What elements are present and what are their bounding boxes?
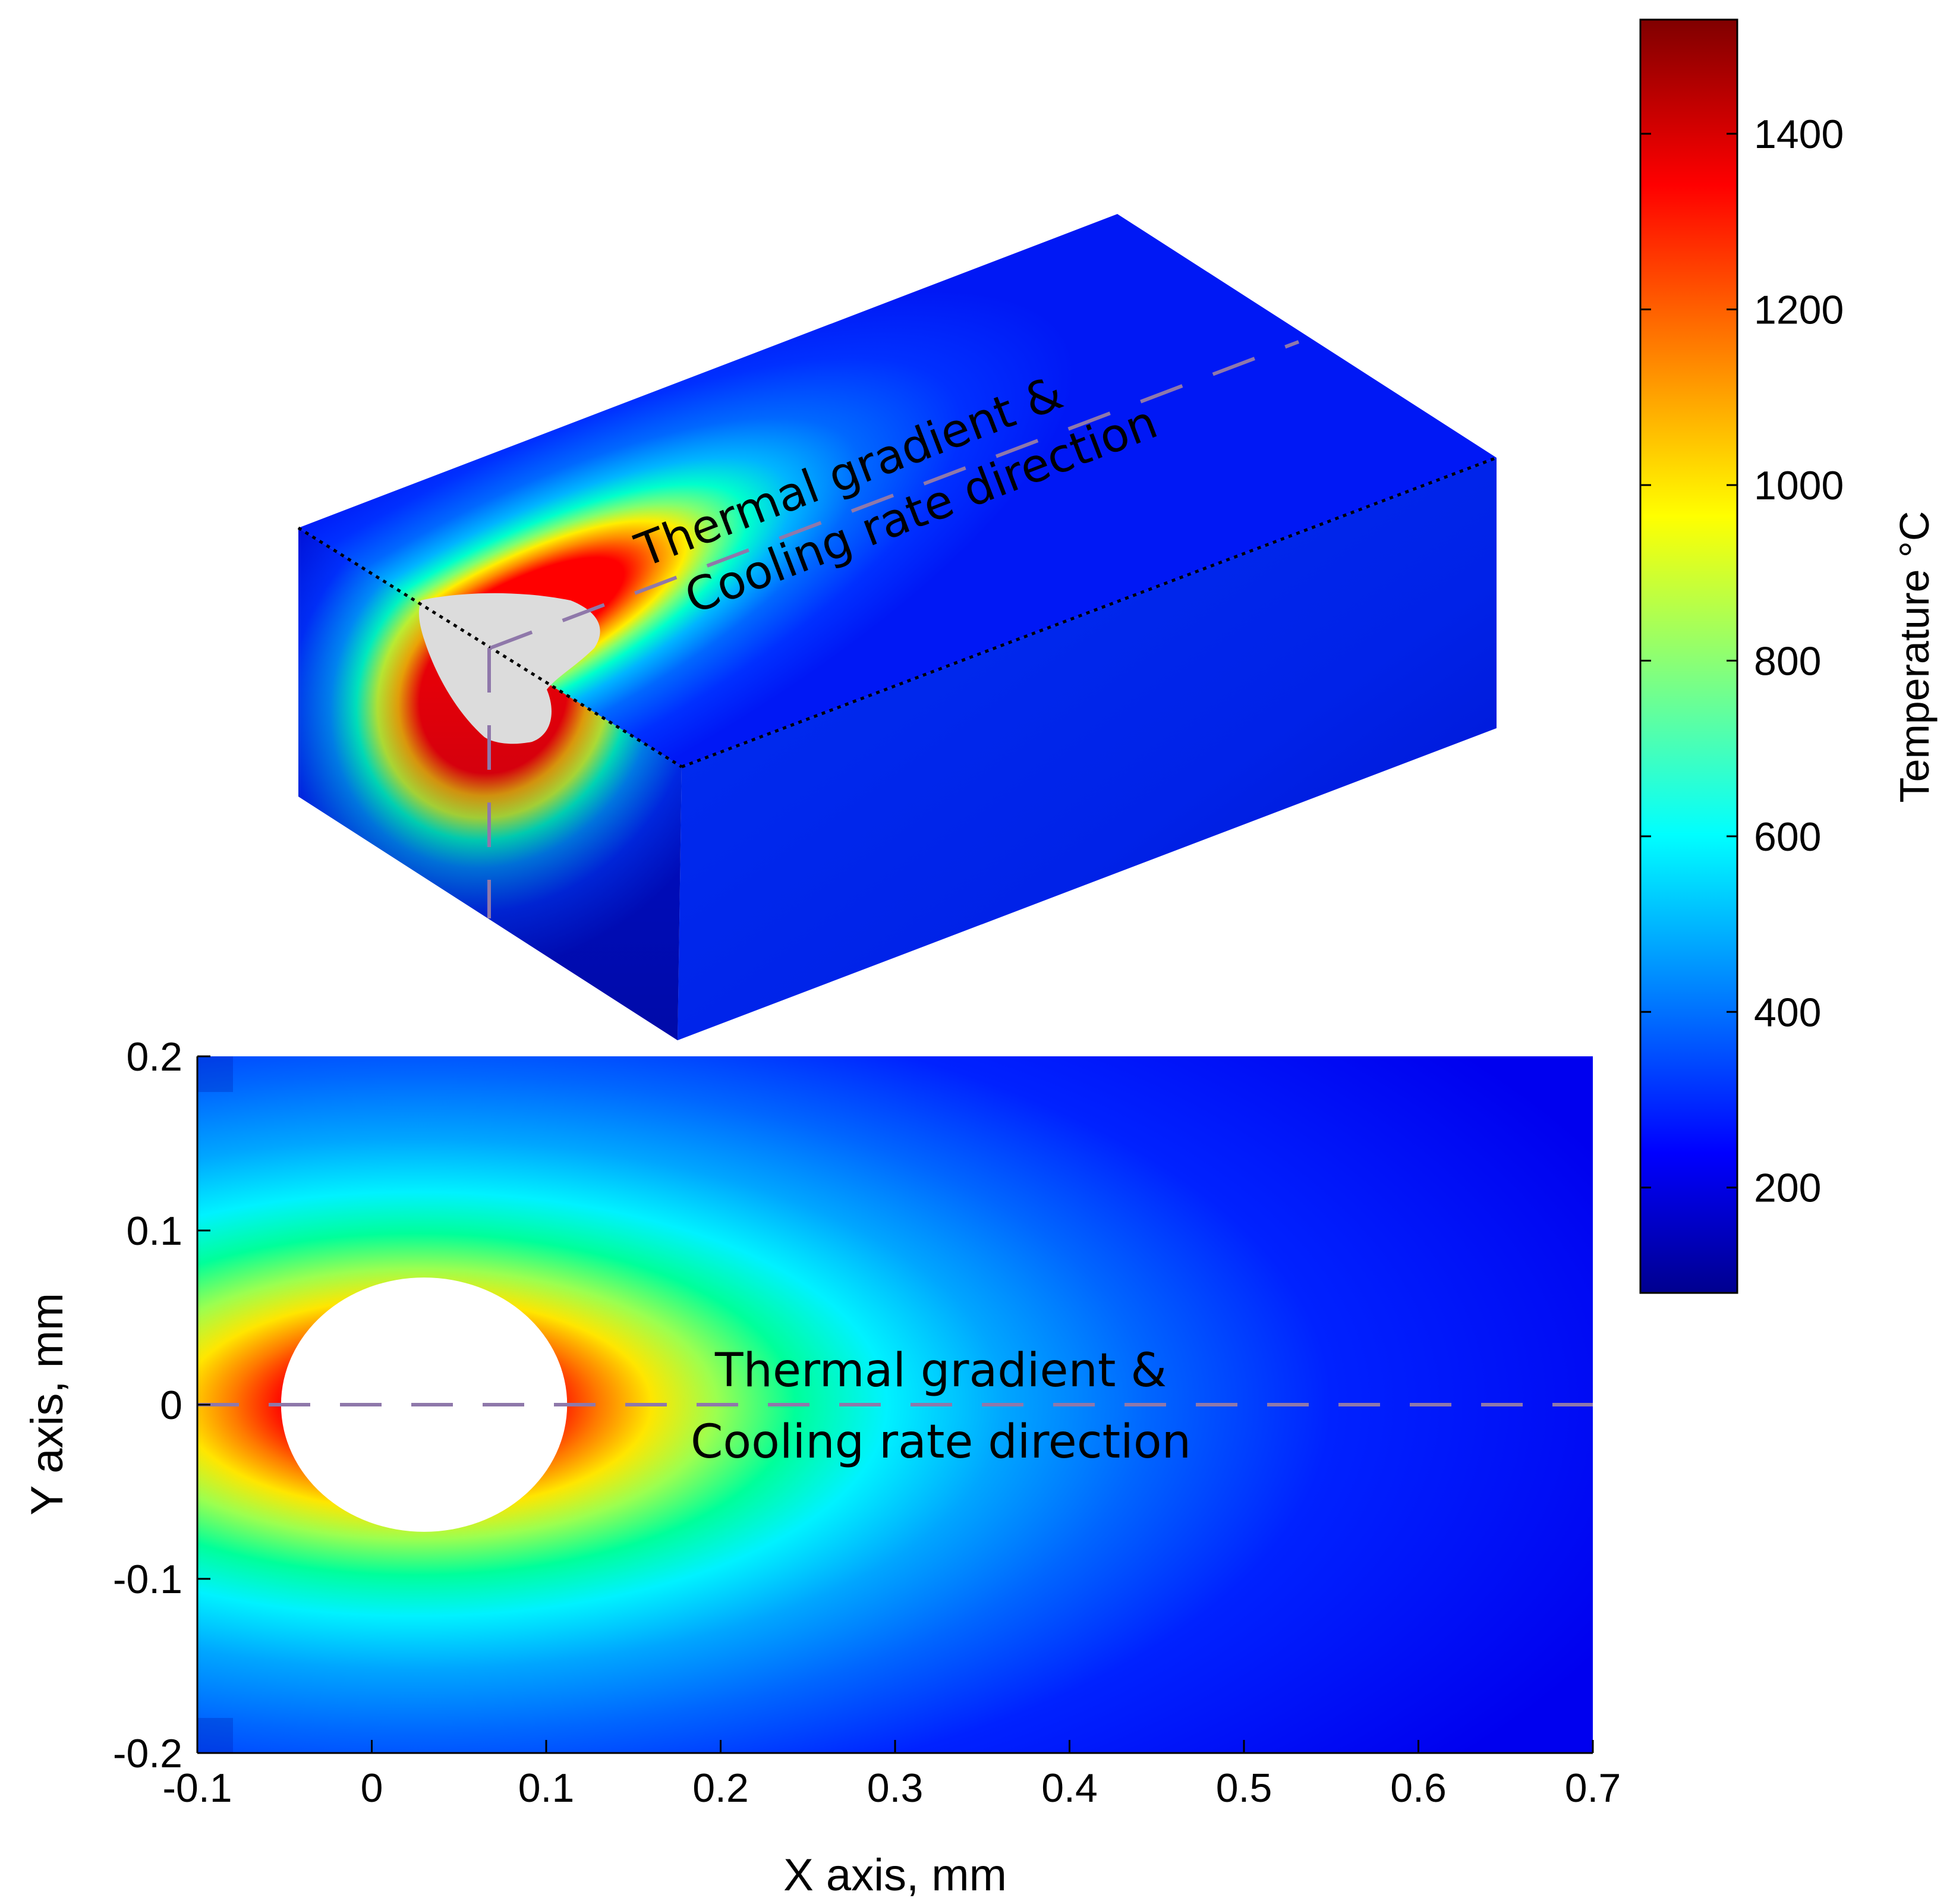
x-tick-label: 0.7 [1565,1765,1621,1811]
colorbar-gradient [1640,20,1737,1293]
x-axis-label: X axis, mm [783,1850,1007,1900]
annotation-2d-line1: Thermal gradient & [714,1344,1167,1398]
annotation-2d-line2: Cooling rate direction [691,1415,1191,1469]
colorbar-tick-label: 600 [1754,814,1821,860]
colorbar-tick-label: 1400 [1754,112,1844,157]
x-tick-label: 0.1 [518,1765,575,1811]
colorbar: 1400 1200 1000 800 600 400 200 Temperature °C [1640,20,1938,1293]
y-axis-label: Y axis, mm [22,1293,73,1515]
x-tick-label: 0.6 [1390,1765,1447,1811]
colorbar-tick-label: 400 [1754,990,1821,1035]
2d-temperature-plot: -0.1 0 0.1 0.2 0.3 0.4 0.5 0.6 0.7 0.20.10-0.1-0… [22,1034,1621,1900]
x-tick-label: 0.2 [692,1765,749,1811]
colorbar-tick-label: 1200 [1754,287,1844,332]
x-tick-label: 0 [361,1765,383,1811]
x-tick-label: 0.5 [1216,1765,1272,1811]
colorbar-tick-label: 1000 [1754,463,1844,508]
y-tick-label: 0 [160,1383,182,1428]
y-tick-label: 0.1 [126,1209,182,1254]
y-tick-label: 0.2 [126,1034,182,1080]
y-tick-label: -0.2 [113,1731,182,1776]
colorbar-tick-label: 800 [1754,638,1821,684]
colorbar-tick-label: 200 [1754,1166,1821,1211]
y-tick-label: -0.1 [113,1557,182,1602]
3d-temperature-block: Thermal gradient & Cooling rate directio… [298,214,1497,1040]
x-tick-label: 0.4 [1041,1765,1098,1811]
x-tick-label: 0.3 [867,1765,924,1811]
colorbar-label: Temperature °C [1891,511,1938,803]
